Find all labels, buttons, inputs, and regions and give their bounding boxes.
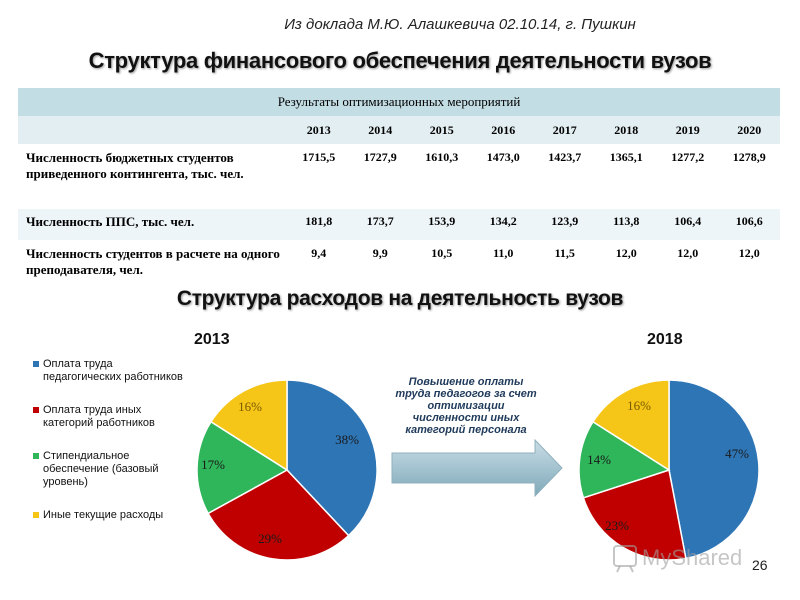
table-row: Численность ППС, тыс. чел. 181,8 173,7 1… [18,208,780,241]
page-number: 26 [752,557,768,573]
table-cell: 1278,9 [718,144,780,209]
legend-swatch [33,361,39,367]
pie-data-label: 16% [627,398,651,413]
legend-swatch [33,512,39,518]
table-cell: 11,0 [472,240,534,280]
year-cell: 2017 [534,116,596,145]
row-label: Численность бюджетных студентов приведен… [18,144,288,209]
year-cell: 2018 [595,116,657,145]
table-cell: 1727,9 [349,144,411,209]
table-cell: 181,8 [288,208,350,241]
pie-chart-2013: 38% 29% 17% 16% [196,379,378,561]
pie-slice [207,469,350,561]
main-title: Структура финансового обеспечения деятел… [88,48,712,73]
pie-slice [578,420,671,499]
legend-item: Иные текущие расходы [33,509,183,522]
source-note: Из доклада М.Ю. Алашкевича 02.10.14, г. … [284,16,636,33]
row-label: Численность студентов в расчете на одног… [18,240,288,280]
pie-legend: Оплата труда педагогических работников О… [33,358,183,542]
year-cell: 2014 [349,116,411,145]
pie-data-label: 38% [335,432,359,447]
year-cell: 2016 [472,116,534,145]
table-header: Результаты оптимизационных мероприятий [18,88,780,116]
pie-data-label: 47% [725,446,749,461]
years-corner [18,116,288,145]
legend-label: Оплата труда иных категорий работников [43,404,155,429]
year-cell: 2015 [411,116,473,145]
watermark-text: MyShared [642,545,742,570]
table-cell: 1610,3 [411,144,473,209]
pie-title-2013: 2013 [194,331,230,348]
table-cell: 10,5 [411,240,473,280]
legend-item: Оплата труда педагогических работников [33,358,183,384]
legend-swatch [33,407,39,413]
legend-item: Стипендиальное обеспечение (базовый уров… [33,450,183,489]
table-cell: 9,9 [349,240,411,280]
years-row: 2013 2014 2015 2016 2017 2018 2019 2020 [18,116,780,145]
legend-label: Стипендиальное обеспечение (базовый уров… [43,450,159,488]
table-cell: 1365,1 [595,144,657,209]
table-cell: 153,9 [411,208,473,241]
table-cell: 12,0 [657,240,719,280]
table-cell: 134,2 [472,208,534,241]
table-cell: 1715,5 [288,144,350,209]
table-cell: 12,0 [718,240,780,280]
pie-data-label: 17% [201,457,225,472]
legend-swatch [33,453,39,459]
pie-data-label: 23% [605,518,629,533]
pie-data-label: 16% [238,399,262,414]
table-cell: 1473,0 [472,144,534,209]
year-cell: 2019 [657,116,719,145]
table-header-row: Результаты оптимизационных мероприятий [18,88,780,116]
legend-item: Оплата труда иных категорий работников [33,404,183,430]
table-cell: 113,8 [595,208,657,241]
table-cell: 106,4 [657,208,719,241]
table-cell: 106,6 [718,208,780,241]
table-cell: 1277,2 [657,144,719,209]
year-cell: 2013 [288,116,350,145]
watermark-logo: MyShared [612,540,772,574]
pie-slice [209,379,288,472]
pie-slice [668,379,760,560]
table-cell: 11,5 [534,240,596,280]
arrow-caption: Повышение оплаты труда педагогов за счет… [395,376,537,436]
pie-data-label: 14% [587,452,611,467]
table-row: Численность бюджетных студентов приведен… [18,144,780,209]
sub-title: Структура расходов на деятельность вузов [176,287,624,310]
legend-label: Оплата труда педагогических работников [43,358,183,383]
table-cell: 9,4 [288,240,350,280]
results-table: Результаты оптимизационных мероприятий 2… [18,88,780,280]
table-cell: 173,7 [349,208,411,241]
row-label: Численность ППС, тыс. чел. [18,208,288,241]
pie-slice [286,379,378,537]
legend-label: Иные текущие расходы [43,509,164,521]
pie-chart-2018: 47% 23% 14% 16% [578,379,760,561]
year-cell: 2020 [718,116,780,145]
table-cell: 12,0 [595,240,657,280]
table-cell: 1423,7 [534,144,596,209]
pie-slice [591,379,670,472]
table-row: Численность студентов в расчете на одног… [18,240,780,280]
pie-slice [196,420,289,515]
pie-title-2018: 2018 [647,331,683,348]
pie-data-label: 29% [258,531,282,546]
table-cell: 123,9 [534,208,596,241]
arrow-shape [391,438,563,498]
pie-slice [582,469,687,561]
